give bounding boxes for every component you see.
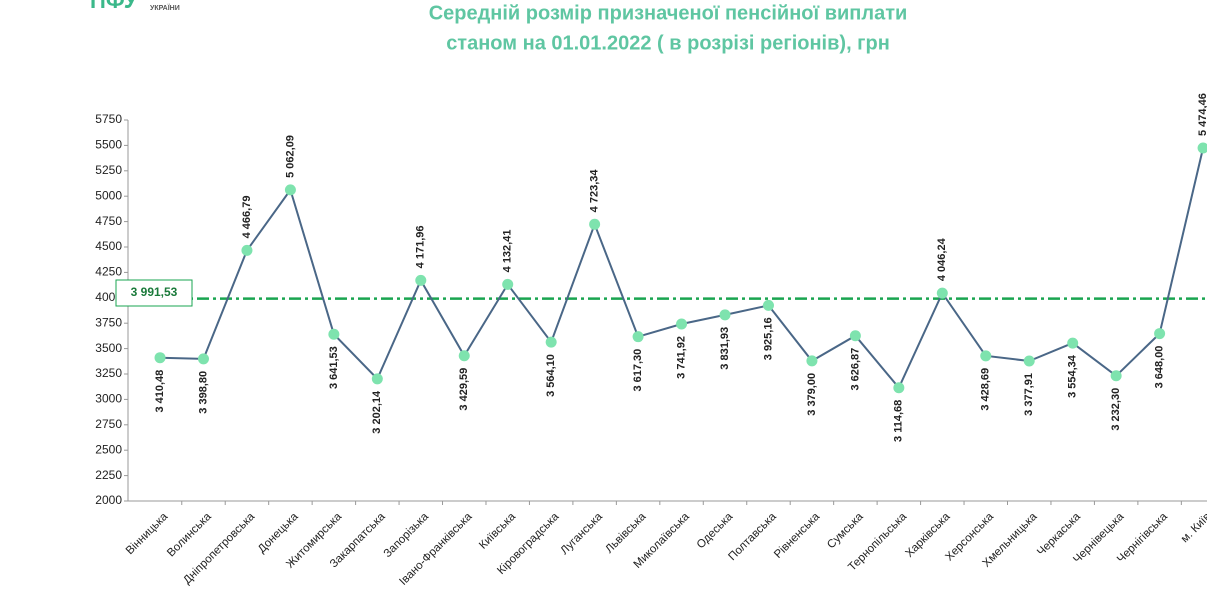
logo-subtext: УКРАЇНИ (150, 4, 180, 12)
marker (415, 274, 427, 286)
y-tick-label: 4500 (95, 239, 122, 253)
value-label: 3 564,10 (545, 354, 557, 397)
marker (762, 299, 774, 311)
marker (241, 244, 253, 256)
value-label: 4 466,79 (241, 196, 253, 239)
value-label: 3 410,48 (154, 370, 166, 413)
y-tick-label: 2000 (95, 493, 122, 507)
y-tick-label: 3750 (95, 315, 122, 329)
x-tick-label: Одеська (695, 510, 736, 551)
marker (197, 353, 209, 365)
x-tick-label: Вінницька (124, 510, 171, 557)
value-label: 3 648,00 (1154, 346, 1166, 389)
marker (1110, 370, 1122, 382)
y-tick-label: 5000 (95, 188, 122, 202)
y-tick-label: 2250 (95, 468, 122, 482)
marker (458, 350, 470, 362)
y-tick-label: 3000 (95, 392, 122, 406)
value-label: 5 062,09 (284, 135, 296, 178)
value-label: 3 398,80 (197, 371, 209, 414)
y-tick-label: 4750 (95, 214, 122, 228)
marker (980, 350, 992, 362)
value-label: 5 474,46 (1197, 93, 1207, 136)
marker (806, 355, 818, 367)
marker (719, 309, 731, 321)
value-label: 3 429,59 (458, 368, 470, 411)
value-label: 3 831,93 (719, 327, 731, 370)
marker (1067, 337, 1079, 349)
y-tick-label: 4250 (95, 265, 122, 279)
marker (154, 352, 166, 364)
y-tick-label: 5750 (95, 112, 122, 126)
value-label: 3 379,00 (806, 373, 818, 416)
value-label: 4 046,24 (936, 237, 948, 281)
reference-label: 3 991,53 (131, 285, 178, 299)
marker (371, 373, 383, 385)
value-label: 4 171,96 (415, 226, 427, 269)
x-tick-label: Івано-Франківська (397, 510, 475, 588)
value-label: 3 114,68 (893, 400, 905, 442)
marker (328, 328, 340, 340)
value-label: 3 428,69 (980, 368, 992, 411)
reference-box (115, 279, 193, 307)
y-tick-label: 3250 (95, 366, 122, 380)
value-label: 3 626,87 (849, 348, 861, 391)
x-tick-label: м. Київ (1179, 511, 1207, 545)
x-tick-label: Сумська (825, 510, 866, 551)
value-label: 3 377,91 (1023, 373, 1035, 416)
value-label: 3 554,34 (1067, 354, 1079, 398)
value-label: 3 617,30 (632, 349, 644, 392)
marker (545, 336, 557, 348)
x-tick-label: Луганська (559, 510, 606, 557)
y-tick-label: 2750 (95, 417, 122, 431)
marker (284, 184, 296, 196)
logo: ПФУ (90, 0, 138, 13)
y-tick-label: 5250 (95, 163, 122, 177)
value-label: 3 925,16 (762, 317, 774, 360)
marker (589, 218, 601, 230)
value-label: 4 132,41 (502, 230, 514, 273)
x-tick-label: Київська (477, 510, 518, 551)
marker (676, 318, 688, 330)
y-tick-label: 5500 (95, 138, 122, 152)
chart-title: Середній розмір призначеної пенсійної ви… (429, 2, 908, 24)
marker (632, 331, 644, 343)
y-tick-label: 2500 (95, 442, 122, 456)
marker (1197, 142, 1207, 154)
marker (893, 382, 905, 394)
chart-subtitle: станом на 01.01.2022 ( в розрізі регіоні… (446, 32, 890, 54)
x-tick-label: Львівська (603, 510, 648, 555)
x-tick-label: Дніпропетровська (181, 510, 257, 586)
x-tick-label: Рівненська (772, 510, 823, 561)
value-label: 3 202,14 (371, 390, 383, 434)
marker (502, 278, 514, 290)
y-tick-label: 3500 (95, 341, 122, 355)
value-label: 3 641,53 (328, 346, 340, 389)
marker (1154, 328, 1166, 340)
marker (936, 287, 948, 299)
value-label: 3 741,92 (675, 336, 687, 379)
value-label: 4 723,34 (589, 169, 601, 213)
value-label: 3 232,30 (1110, 388, 1122, 431)
x-tick-label: Донецька (256, 510, 301, 555)
marker (1023, 355, 1035, 367)
marker (849, 330, 861, 342)
